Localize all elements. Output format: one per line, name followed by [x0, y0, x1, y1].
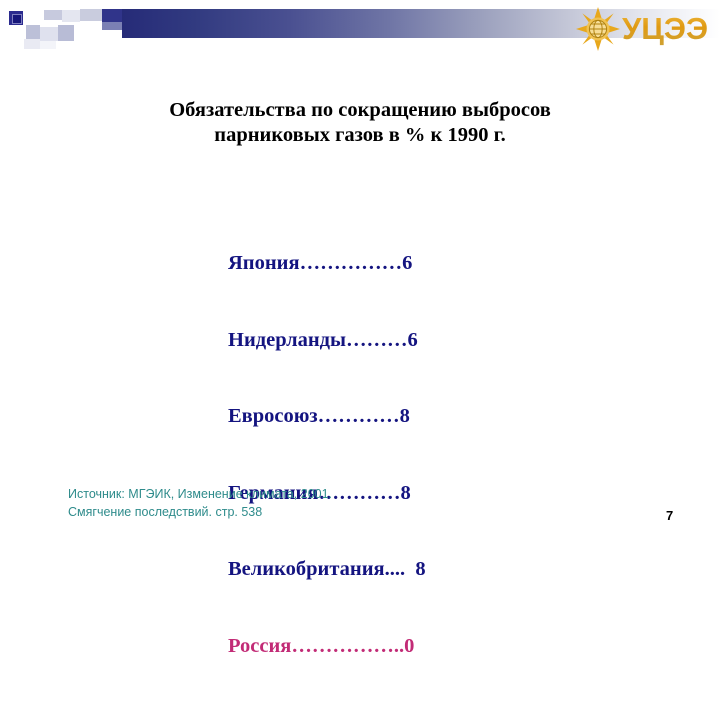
- page-title-line1: Обязательства по сокращению выбросов: [169, 99, 551, 121]
- decorative-square-lavender-4: [26, 25, 40, 39]
- decorative-square-lavender-5: [40, 27, 58, 41]
- page-title-line2: парниковых газов в % к 1990 г.: [214, 124, 506, 146]
- decorative-square-white: [25, 11, 39, 25]
- decorative-square-navy-2: [102, 9, 122, 22]
- brand-logo-text: УЦЭЭ: [622, 7, 708, 51]
- list-item: Евросоюз…………8: [228, 405, 410, 427]
- list-item: Великобритания.... 8: [228, 558, 426, 580]
- decorative-square-lavender-1: [44, 10, 62, 20]
- slide: УЦЭЭ Обязательства по сокращению выбросо…: [9, 6, 720, 657]
- decorative-square-lavender-6: [58, 25, 74, 41]
- source-note-line2: Смягчение последствий. стр. 538: [68, 505, 263, 519]
- decorative-square-periwinkle: [102, 22, 122, 30]
- list-item-highlighted: Россия……………..0: [228, 634, 415, 657]
- list-item: Германия…………8: [228, 481, 411, 504]
- decorative-square-navy-inner: [12, 14, 22, 24]
- commitments-list: Япония……………6 Нидерланды………6 Евросоюз……………: [228, 200, 426, 710]
- list-item: Япония……………6: [228, 252, 413, 274]
- list-item: Нидерланды………6: [228, 328, 418, 351]
- source-note-line1: Источник: МГЭИК, Изменение климата, 2001…: [68, 487, 333, 501]
- decorative-square-lavender-7: [24, 39, 40, 49]
- header-gradient-bar: [122, 9, 720, 38]
- decorative-square-lavender-3: [80, 9, 102, 21]
- sun-globe-icon: [576, 7, 620, 51]
- brand-logo: УЦЭЭ: [576, 6, 716, 52]
- page-title: Обязательства по сокращению выбросов пар…: [100, 98, 620, 148]
- source-note: Источник: МГЭИК, Изменение климата, 2001…: [68, 485, 332, 521]
- decorative-square-lavender-2: [62, 10, 80, 22]
- page-number: 7: [666, 508, 674, 523]
- decorative-square-lavender-8: [40, 41, 56, 49]
